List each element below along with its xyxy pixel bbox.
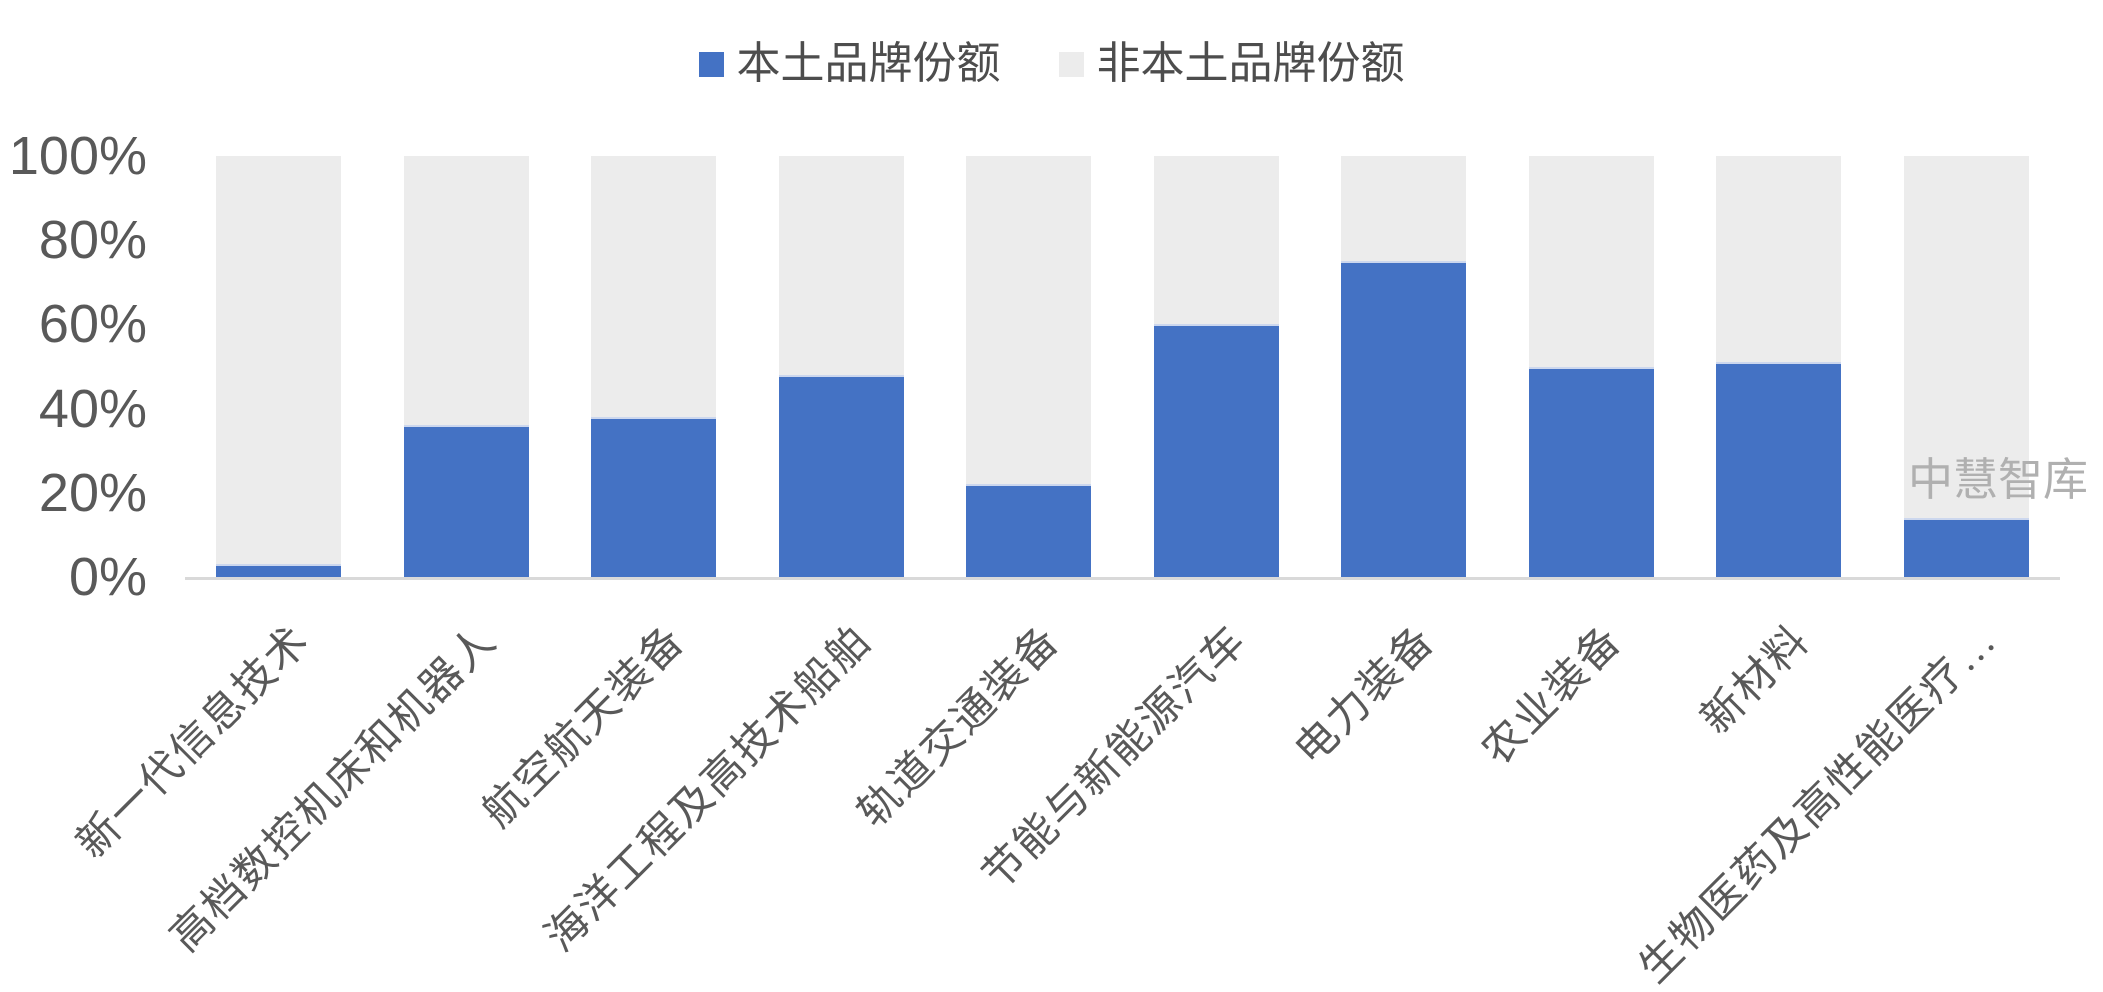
x-axis-label: 农业装备 xyxy=(1474,617,1632,775)
bar-slot-4 xyxy=(935,156,1123,577)
legend-label: 本土品牌份额 xyxy=(736,39,1001,88)
x-axis-label: 新一代信息技术 xyxy=(68,617,319,868)
y-axis-tick-label: 20% xyxy=(38,462,147,523)
bar-nonlocal-segment xyxy=(403,156,529,577)
bar-slot-3 xyxy=(748,156,936,577)
bar-local-segment xyxy=(216,564,342,577)
bar-nonlocal-segment xyxy=(1341,156,1467,577)
bar-local-segment xyxy=(403,425,529,577)
bar-local-segment xyxy=(1903,518,2029,577)
x-axis-line xyxy=(185,577,2060,580)
bar-nonlocal-segment xyxy=(1716,156,1842,577)
bar-slot-5 xyxy=(1123,156,1311,577)
x-axis-label: 新材料 xyxy=(1692,617,1819,744)
legend: 本土品牌份额 非本土品牌份额 xyxy=(0,34,2103,94)
legend-item-1: 非本土品牌份额 xyxy=(1058,39,1405,88)
bar-slot-6 xyxy=(1310,156,1498,577)
bar-slot-9 xyxy=(1873,156,2061,577)
y-axis-tick-label: 0% xyxy=(68,547,147,607)
y-axis: 0% 20% 40% 60% 80% 100% xyxy=(0,129,147,604)
bar-local-segment xyxy=(1153,324,1279,577)
plot-area xyxy=(185,156,2060,577)
legend-item-0: 本土品牌份额 xyxy=(698,39,1001,88)
legend-label: 非本土品牌份额 xyxy=(1096,39,1405,88)
bar-local-segment xyxy=(1716,362,1842,577)
bar-local-segment xyxy=(591,417,717,577)
x-axis-label: 海洋工程及高技术船舶 xyxy=(537,617,882,961)
bar-local-segment xyxy=(1528,366,1654,577)
y-axis-tick-label: 60% xyxy=(38,294,147,355)
bar-local-segment xyxy=(1341,261,1467,577)
y-axis-tick-label: 40% xyxy=(38,378,147,439)
x-axis-label: 航空航天装备 xyxy=(474,617,694,837)
legend-swatch-icon xyxy=(1058,51,1084,77)
bar-nonlocal-segment xyxy=(1528,156,1654,577)
bar-nonlocal-segment xyxy=(778,156,904,577)
bar-slot-8 xyxy=(1685,156,1873,577)
x-axis-label: 高档数控机床和机器人 xyxy=(162,617,507,961)
bar-slot-2 xyxy=(560,156,748,577)
x-axis-label: 电力装备 xyxy=(1286,617,1444,775)
bar-nonlocal-segment xyxy=(1153,156,1279,577)
bar-slot-1 xyxy=(373,156,561,577)
x-axis-label: 轨道交通装备 xyxy=(849,617,1069,837)
bar-nonlocal-segment xyxy=(1903,156,2029,577)
bar-nonlocal-segment xyxy=(591,156,717,577)
bar-slot-0 xyxy=(185,156,373,577)
bar-nonlocal-segment xyxy=(966,156,1092,577)
bar-local-segment xyxy=(966,484,1092,577)
legend-swatch-icon xyxy=(698,51,724,77)
x-axis-label: 节能与新能源汽车 xyxy=(974,617,1257,899)
stacked-bar-chart: 本土品牌份额 非本土品牌份额 0% 20% 40% 60% 80% 100% 新一代信息技术… xyxy=(0,34,2103,992)
x-axis-label: 生物医药及高性能医疗… xyxy=(1631,617,2007,992)
y-axis-tick-label: 80% xyxy=(38,210,147,271)
y-axis-tick-label: 100% xyxy=(8,126,147,186)
bar-nonlocal-segment xyxy=(216,156,342,577)
bar-local-segment xyxy=(778,374,904,577)
watermark: 中慧智库 xyxy=(1908,454,2089,505)
bar-slot-7 xyxy=(1498,156,1686,577)
